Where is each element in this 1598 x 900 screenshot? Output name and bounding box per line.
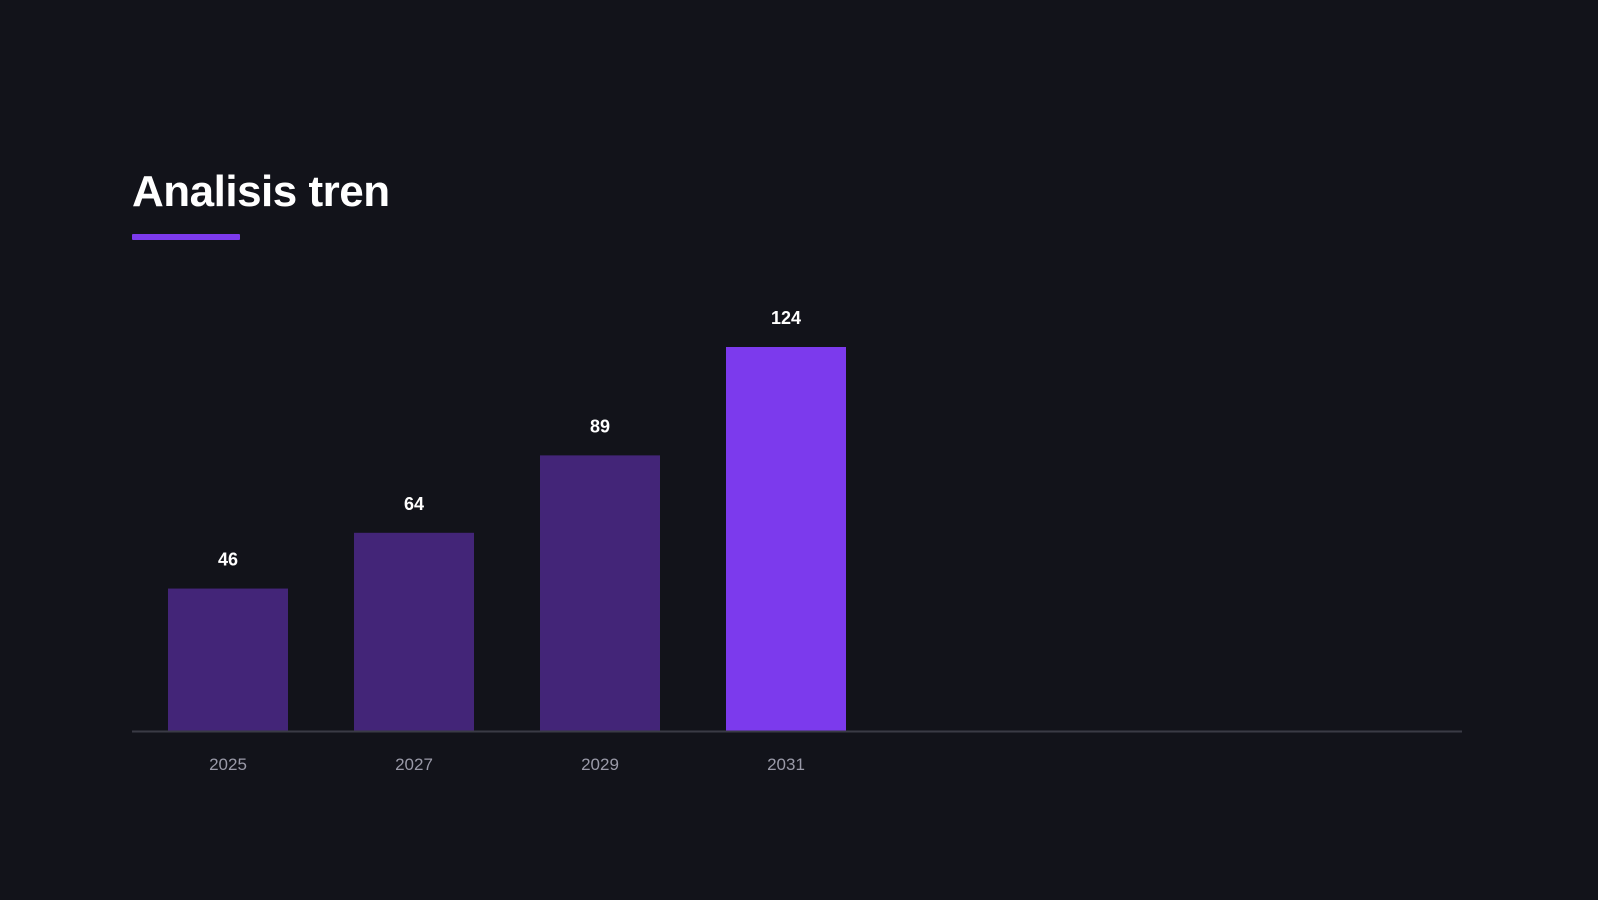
page-title: Analisis tren — [132, 167, 390, 216]
x-tick-label-2031: 2031 — [767, 755, 805, 774]
title-underline — [132, 234, 240, 240]
bar-2027 — [354, 532, 474, 731]
bars-group — [168, 347, 846, 731]
x-tick-label-2025: 2025 — [209, 755, 247, 774]
x-tick-label-2027: 2027 — [395, 755, 433, 774]
data-label-2025: 46 — [218, 550, 238, 570]
bar-2025 — [168, 588, 288, 731]
x-tick-label-2029: 2029 — [581, 755, 619, 774]
data-label-2029: 89 — [590, 416, 610, 436]
bar-2029 — [540, 455, 660, 731]
labels-group: 46 2025 64 2027 89 2029 124 2031 — [209, 308, 805, 774]
data-label-2031: 124 — [771, 308, 801, 328]
data-label-2027: 64 — [404, 494, 424, 514]
bar-2031 — [726, 347, 846, 731]
